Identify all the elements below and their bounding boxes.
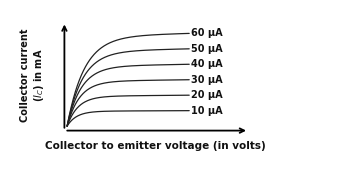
Text: Collector current
($I_C$) in mA: Collector current ($I_C$) in mA bbox=[20, 29, 46, 122]
Text: 20 μA: 20 μA bbox=[191, 90, 223, 100]
Text: 60 μA: 60 μA bbox=[191, 28, 223, 38]
Text: 40 μA: 40 μA bbox=[191, 59, 223, 69]
Text: Collector to emitter voltage (in volts): Collector to emitter voltage (in volts) bbox=[45, 141, 266, 151]
Text: 50 μA: 50 μA bbox=[191, 44, 223, 54]
Text: 10 μA: 10 μA bbox=[191, 106, 223, 116]
Text: 30 μA: 30 μA bbox=[191, 75, 223, 85]
